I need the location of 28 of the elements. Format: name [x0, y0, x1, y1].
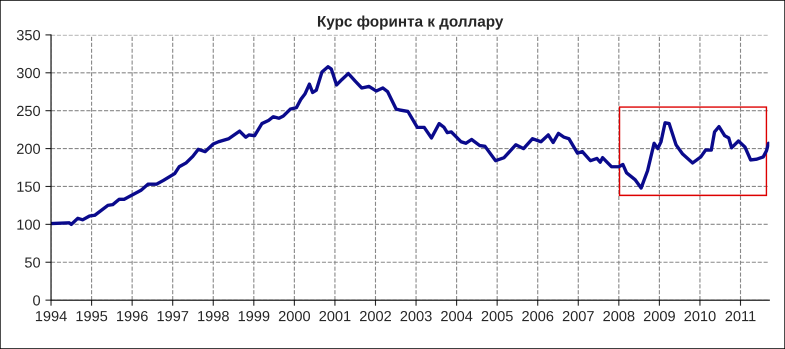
x-tick-label: 2002	[360, 310, 391, 322]
x-tick-label: 2007	[562, 310, 594, 322]
x-tick-label: 1998	[198, 310, 229, 322]
y-tick-label: 300	[16, 68, 40, 78]
x-tick-label: 1997	[158, 310, 188, 322]
x-tick-label: 2003	[400, 310, 432, 322]
x-tick-label: 1994	[36, 310, 67, 322]
x-tick-label: 2008	[603, 310, 634, 322]
x-tick-label: 2001	[319, 310, 350, 322]
y-tick-label: 250	[17, 106, 40, 116]
chart-title: Курс форинта к доллару	[318, 15, 504, 30]
x-tick-label: 2005	[482, 310, 513, 322]
x-tick-label: 2004	[441, 310, 472, 322]
line-series	[51, 65, 770, 226]
x-tick-label: 2009	[644, 310, 675, 322]
y-tick-label: 100	[17, 219, 40, 230]
x-tick-label: 2010	[684, 310, 716, 322]
y-tick-label: 200	[17, 144, 40, 154]
y-tick-label: 50	[24, 257, 40, 268]
x-tick-label: 2006	[522, 310, 554, 322]
x-tick-label: 1996	[117, 310, 148, 322]
y-tick-label: 150	[17, 182, 40, 192]
x-tick-label: 1999	[238, 310, 270, 322]
x-tick-label: 2011	[726, 310, 756, 322]
y-tick-label: 350	[16, 30, 40, 40]
y-tick-label: 0	[33, 295, 40, 306]
x-tick-label: 1995	[76, 310, 108, 322]
x-tick-label: 2000	[278, 310, 310, 322]
